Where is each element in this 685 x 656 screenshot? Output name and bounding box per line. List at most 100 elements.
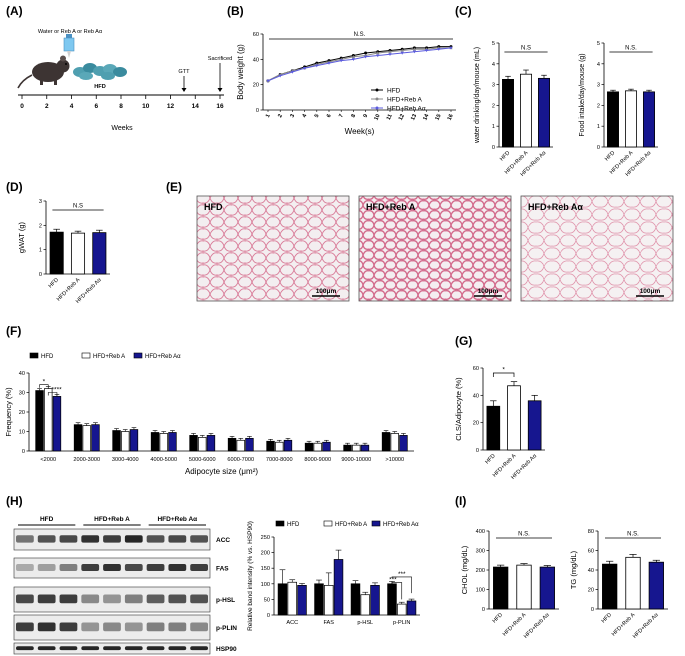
bar <box>370 585 380 616</box>
data-point <box>437 48 441 51</box>
chart-f: 0 10 20 30 40 <2000 2000-3000 3000-4000 4000-500… <box>4 352 414 476</box>
blot-band <box>37 535 56 543</box>
blot-band <box>59 535 78 543</box>
x-tick-label: 16 <box>447 113 455 121</box>
blot-band <box>16 622 34 632</box>
panel-label-f: (F) <box>6 324 21 338</box>
blot-band-label: p-HSL <box>216 597 235 604</box>
x-tick-label: p-PLIN <box>393 620 410 626</box>
y-tick-label: 4 <box>492 62 495 68</box>
x-tick-label: FAS <box>323 620 334 626</box>
bar <box>92 232 107 275</box>
blot-band <box>146 564 165 571</box>
legend-label: HFD <box>387 87 401 94</box>
bar <box>390 433 399 452</box>
y-tick-label: 300 <box>476 549 485 555</box>
bar <box>322 441 331 452</box>
timeline-tick-label: 16 <box>216 103 224 110</box>
blot-band <box>168 535 187 543</box>
blot-group-label: HFD <box>40 516 54 523</box>
x-tick-label: HFD+Reb Aα <box>632 612 660 640</box>
x-tick-label: 1 <box>265 113 272 118</box>
blot-band <box>37 646 56 651</box>
bar <box>35 390 44 452</box>
bar <box>245 437 254 452</box>
data-point <box>425 49 429 53</box>
panel-label-c: (C) <box>455 4 472 18</box>
histology-hfd: HFD 100μm <box>196 195 350 302</box>
y-tick-label: 2 <box>597 103 600 109</box>
y-axis-label: Relative band intensity (% vs. HSP90) <box>247 521 254 631</box>
histology-reb-a: HFD+Reb A 100μm <box>358 195 512 302</box>
bar <box>625 90 637 148</box>
legend-swatch <box>323 520 333 527</box>
x-tick-label: HFD <box>484 453 496 465</box>
data-point <box>388 50 392 53</box>
bar <box>283 439 293 452</box>
y-tick-label: 40 <box>473 393 479 399</box>
blot-band-label: p-PLIN <box>216 625 237 632</box>
bar <box>227 437 237 452</box>
legend-label: HFD+Reb Aα <box>387 105 426 112</box>
y-tick-label: 60 <box>253 32 259 38</box>
y-tick-label: 20 <box>253 83 259 89</box>
y-tick-label: 100 <box>261 582 270 588</box>
western-blot: HFD HFD+Reb A HFD+Reb Aα ACC FAS p-HSL p-PLIN H… <box>13 516 237 655</box>
x-tick-label: 13 <box>410 113 418 121</box>
legend-marker <box>375 88 379 92</box>
y-axis-label: water drinking/day/mouse (mL) <box>474 47 481 144</box>
y-tick-label: 400 <box>476 529 485 535</box>
bar <box>343 444 352 452</box>
y-tick-label: 20 <box>588 588 594 594</box>
histology-reb-aa: HFD+Reb Aα 100μm <box>520 195 674 302</box>
x-tick-label: 5 <box>314 113 321 118</box>
blot-band <box>146 535 165 543</box>
y-tick-label: 40 <box>253 57 259 63</box>
y-tick-label: 0 <box>267 613 270 619</box>
histology-title-reb-aa: HFD+Reb Aα <box>528 202 583 212</box>
blot-band <box>59 646 78 651</box>
legend-label: HFD <box>287 522 300 528</box>
data-point <box>290 70 294 74</box>
series-line <box>267 46 451 82</box>
timeline-tick-label: 2 <box>45 103 49 110</box>
blot-band <box>124 535 143 543</box>
blot-band-label: ACC <box>216 537 230 544</box>
bar <box>539 566 555 610</box>
blot-band <box>103 646 121 651</box>
bar <box>406 600 417 616</box>
bar <box>73 424 83 452</box>
data-point <box>400 51 404 55</box>
x-tick-label: 7000-8000 <box>266 457 293 463</box>
scale-label: 100μm <box>478 288 499 295</box>
bar <box>502 79 514 148</box>
timeline-tick-label: 12 <box>167 103 175 110</box>
bar <box>129 429 139 452</box>
x-tick-label: HFD <box>604 150 616 162</box>
x-tick-label: 8 <box>350 113 357 118</box>
blot-band <box>124 564 143 571</box>
bar <box>625 556 641 610</box>
panel-label-d: (D) <box>6 180 23 194</box>
blot-band <box>16 594 34 604</box>
y-axis-label: CHOL (mg/dL) <box>460 545 469 594</box>
blot-band <box>124 646 143 651</box>
bar <box>91 424 100 452</box>
series-line <box>267 47 452 82</box>
blot-band <box>59 564 78 571</box>
legend-swatch <box>371 520 381 527</box>
significance-label: **** <box>52 387 63 394</box>
blot-band <box>124 622 143 632</box>
bar <box>516 564 532 610</box>
x-tick-label: <2000 <box>40 457 56 463</box>
x-tick-label: 4000-5000 <box>150 457 177 463</box>
ns-label: N.S. <box>518 532 530 538</box>
y-axis-label: Frequency (%) <box>4 387 13 437</box>
gtt-label: GTT <box>178 69 190 75</box>
data-point <box>315 64 319 68</box>
y-tick-label: 0 <box>492 145 495 151</box>
data-point <box>412 47 416 51</box>
ns-label: N.S. <box>354 32 366 38</box>
bar <box>399 435 408 452</box>
